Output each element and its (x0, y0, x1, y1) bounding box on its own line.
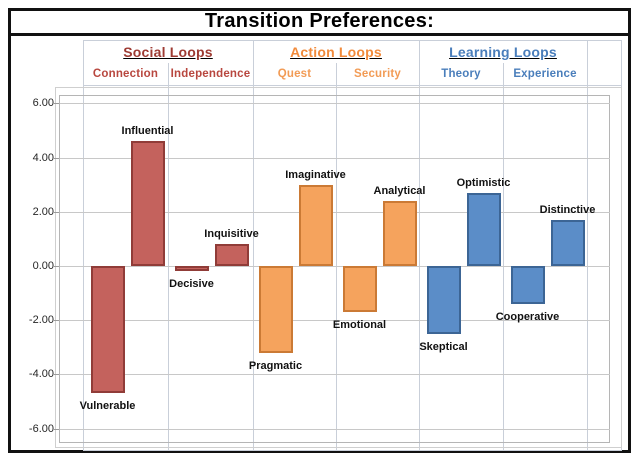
bar-label-optimistic: Optimistic (456, 176, 511, 189)
bar-pragmatic (258, 266, 293, 353)
gridline (60, 158, 610, 159)
y-axis-label: 6.00 (32, 97, 54, 109)
header-trait-experience: Experience (503, 63, 587, 85)
y-axis-tick (54, 320, 59, 321)
table-border-vertical (419, 40, 420, 450)
page-title: Transition Preferences: (204, 9, 435, 32)
header-trait-label: Security (354, 68, 401, 80)
header-trait-independence: Independence (168, 63, 253, 85)
bar-label-imaginative: Imaginative (285, 168, 346, 181)
bar-label-distinctive: Distinctive (539, 203, 596, 216)
header-group-action-loops: Action Loops (253, 41, 419, 63)
bar-decisive (174, 266, 209, 272)
table-border-vertical (168, 63, 169, 450)
bar-distinctive (550, 219, 585, 266)
gridline (60, 429, 610, 430)
y-axis-label: -4.00 (28, 368, 54, 380)
bar-optimistic (466, 192, 501, 266)
bar-label-analytical: Analytical (373, 184, 426, 197)
bar-inquisitive (214, 244, 249, 266)
gridline (60, 103, 610, 104)
header-trait-label: Connection (92, 68, 159, 80)
header-group-learning-loops: Learning Loops (419, 41, 587, 63)
bar-label-cooperative: Cooperative (495, 310, 560, 323)
bar-imaginative (298, 184, 333, 266)
gridline (60, 266, 610, 267)
header-trait-quest: Quest (253, 63, 336, 85)
chart-frame (55, 87, 622, 448)
table-border-horizontal (83, 450, 622, 451)
header-group-social-loops: Social Loops (83, 41, 253, 63)
gridline (60, 374, 610, 375)
y-axis-label: -2.00 (28, 314, 54, 326)
y-axis-label: 0.00 (32, 260, 54, 272)
table-border-horizontal (83, 40, 622, 41)
y-axis-tick (54, 429, 59, 430)
header-group-label: Social Loops (123, 44, 213, 60)
table-border-vertical (83, 40, 84, 450)
outer-border (8, 8, 631, 453)
bar-label-decisive: Decisive (169, 278, 214, 291)
header-group-label: Action Loops (290, 44, 382, 60)
y-axis-tick (54, 103, 59, 104)
bar-label-pragmatic: Pragmatic (248, 359, 303, 372)
gridline (60, 212, 610, 213)
header-trait-connection: Connection (83, 63, 168, 85)
bar-vulnerable (90, 266, 125, 394)
bar-label-vulnerable: Vulnerable (79, 400, 136, 413)
y-axis-label: 4.00 (32, 152, 54, 164)
header-trait-label: Experience (513, 68, 577, 80)
plot-border (59, 95, 610, 443)
header-trait-label: Theory (441, 68, 481, 80)
header-trait-label: Quest (277, 68, 312, 80)
table-border-vertical (336, 63, 337, 450)
bar-label-inquisitive: Inquisitive (204, 228, 259, 241)
y-axis-label: 2.00 (32, 206, 54, 218)
table-border-vertical (503, 63, 504, 450)
title-bar: Transition Preferences: (11, 9, 628, 33)
gridline (60, 320, 610, 321)
header-group-label: Learning Loops (449, 44, 557, 60)
header-trait-theory: Theory (419, 63, 503, 85)
y-axis-tick (54, 266, 59, 267)
title-divider (8, 33, 631, 36)
bar-cooperative (510, 266, 545, 304)
bar-label-influential: Influential (121, 125, 174, 138)
table-border-vertical (587, 40, 588, 450)
y-axis-label: -6.00 (28, 423, 54, 435)
y-axis-tick (54, 212, 59, 213)
bar-analytical (382, 200, 417, 266)
bar-emotional (342, 266, 377, 313)
bar-influential (130, 141, 165, 266)
table-border-horizontal (83, 85, 622, 86)
y-axis-tick (54, 374, 59, 375)
bar-skeptical (426, 266, 461, 334)
header-trait-security: Security (336, 63, 419, 85)
bar-label-emotional: Emotional (332, 319, 387, 332)
header-trait-label: Independence (170, 68, 251, 80)
table-border-vertical (253, 40, 254, 450)
bar-label-skeptical: Skeptical (419, 340, 468, 353)
y-axis-tick (54, 158, 59, 159)
